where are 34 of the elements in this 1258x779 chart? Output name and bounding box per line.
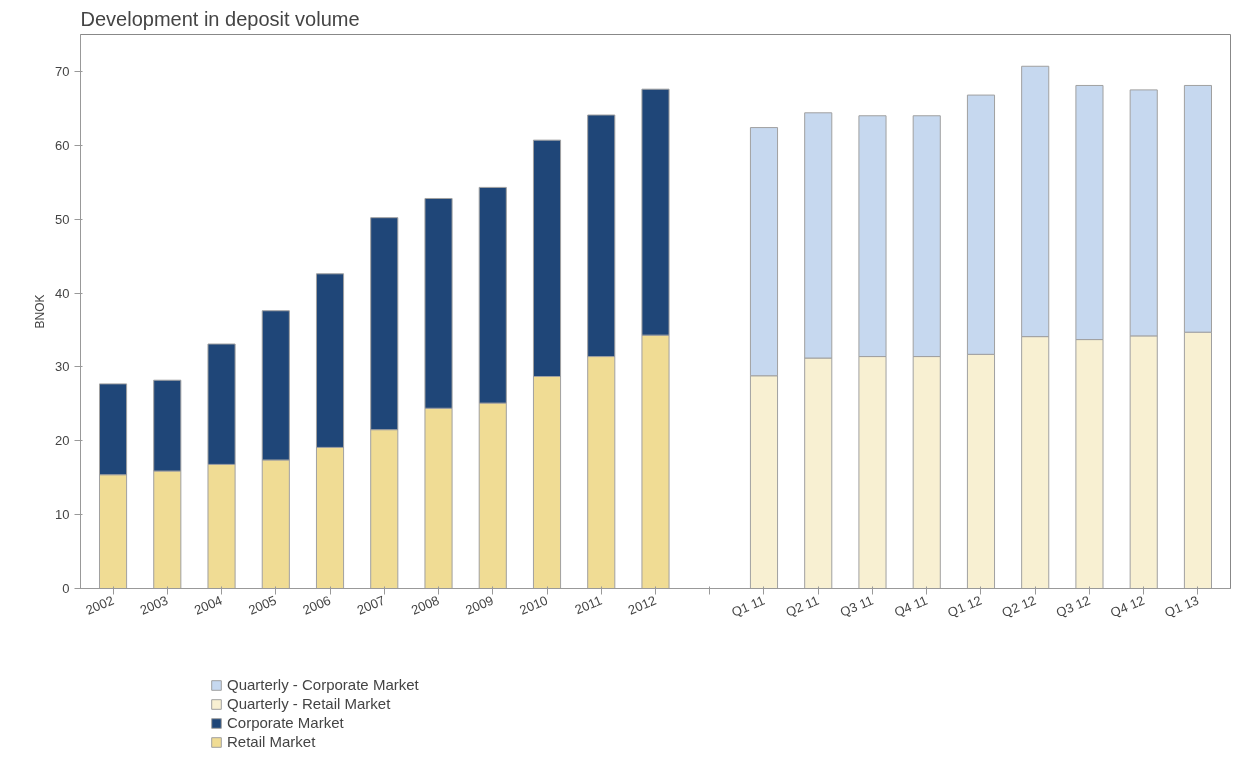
x-tick-label: Q4 12 — [1108, 592, 1147, 621]
y-tick-label: 50 — [55, 211, 70, 227]
y-tick-label: 20 — [55, 433, 70, 449]
x-tick-label: Q1 11 — [729, 592, 767, 620]
x-tick-label: Q1 12 — [945, 592, 984, 621]
x-tick-label: 2006 — [300, 592, 333, 618]
x-tick-label: 2012 — [625, 592, 659, 618]
x-tick-label: Q2 12 — [999, 592, 1039, 621]
x-tick-label: Q2 11 — [783, 592, 822, 620]
y-tick-label: 40 — [55, 285, 70, 301]
y-axis-title: BNOK — [33, 294, 48, 329]
x-tick-label: 2007 — [354, 592, 388, 618]
x-tick-label: 2009 — [463, 592, 496, 618]
x-tick-label: Q4 11 — [892, 592, 930, 620]
y-tick-label: 0 — [62, 581, 70, 596]
y-tick-label: 30 — [55, 359, 70, 375]
y-tick-label: 60 — [55, 137, 70, 153]
x-tick-label: 2004 — [191, 592, 225, 618]
chart-title: Development in deposit volume — [80, 7, 360, 30]
x-tick-label: 2003 — [137, 592, 171, 618]
x-tick-label: 2010 — [517, 592, 550, 618]
x-tick-label: 2002 — [83, 592, 116, 618]
x-tick-label: Q1 13 — [1162, 592, 1201, 621]
y-tick-label: 10 — [55, 507, 70, 523]
x-tick-label: 2005 — [246, 592, 279, 618]
legend-label: Quarterly - Corporate Market — [227, 676, 419, 693]
legend-label: Corporate Market — [227, 714, 344, 731]
x-tick-label: Q3 11 — [837, 592, 876, 620]
legend-label: Retail Market — [227, 733, 316, 750]
y-tick-label: 70 — [55, 63, 70, 79]
x-tick-label: 2008 — [408, 592, 442, 618]
x-tick-label: 2011 — [572, 592, 605, 618]
x-tick-label: Q3 12 — [1053, 592, 1093, 621]
legend-label: Quarterly - Retail Market — [227, 695, 391, 712]
